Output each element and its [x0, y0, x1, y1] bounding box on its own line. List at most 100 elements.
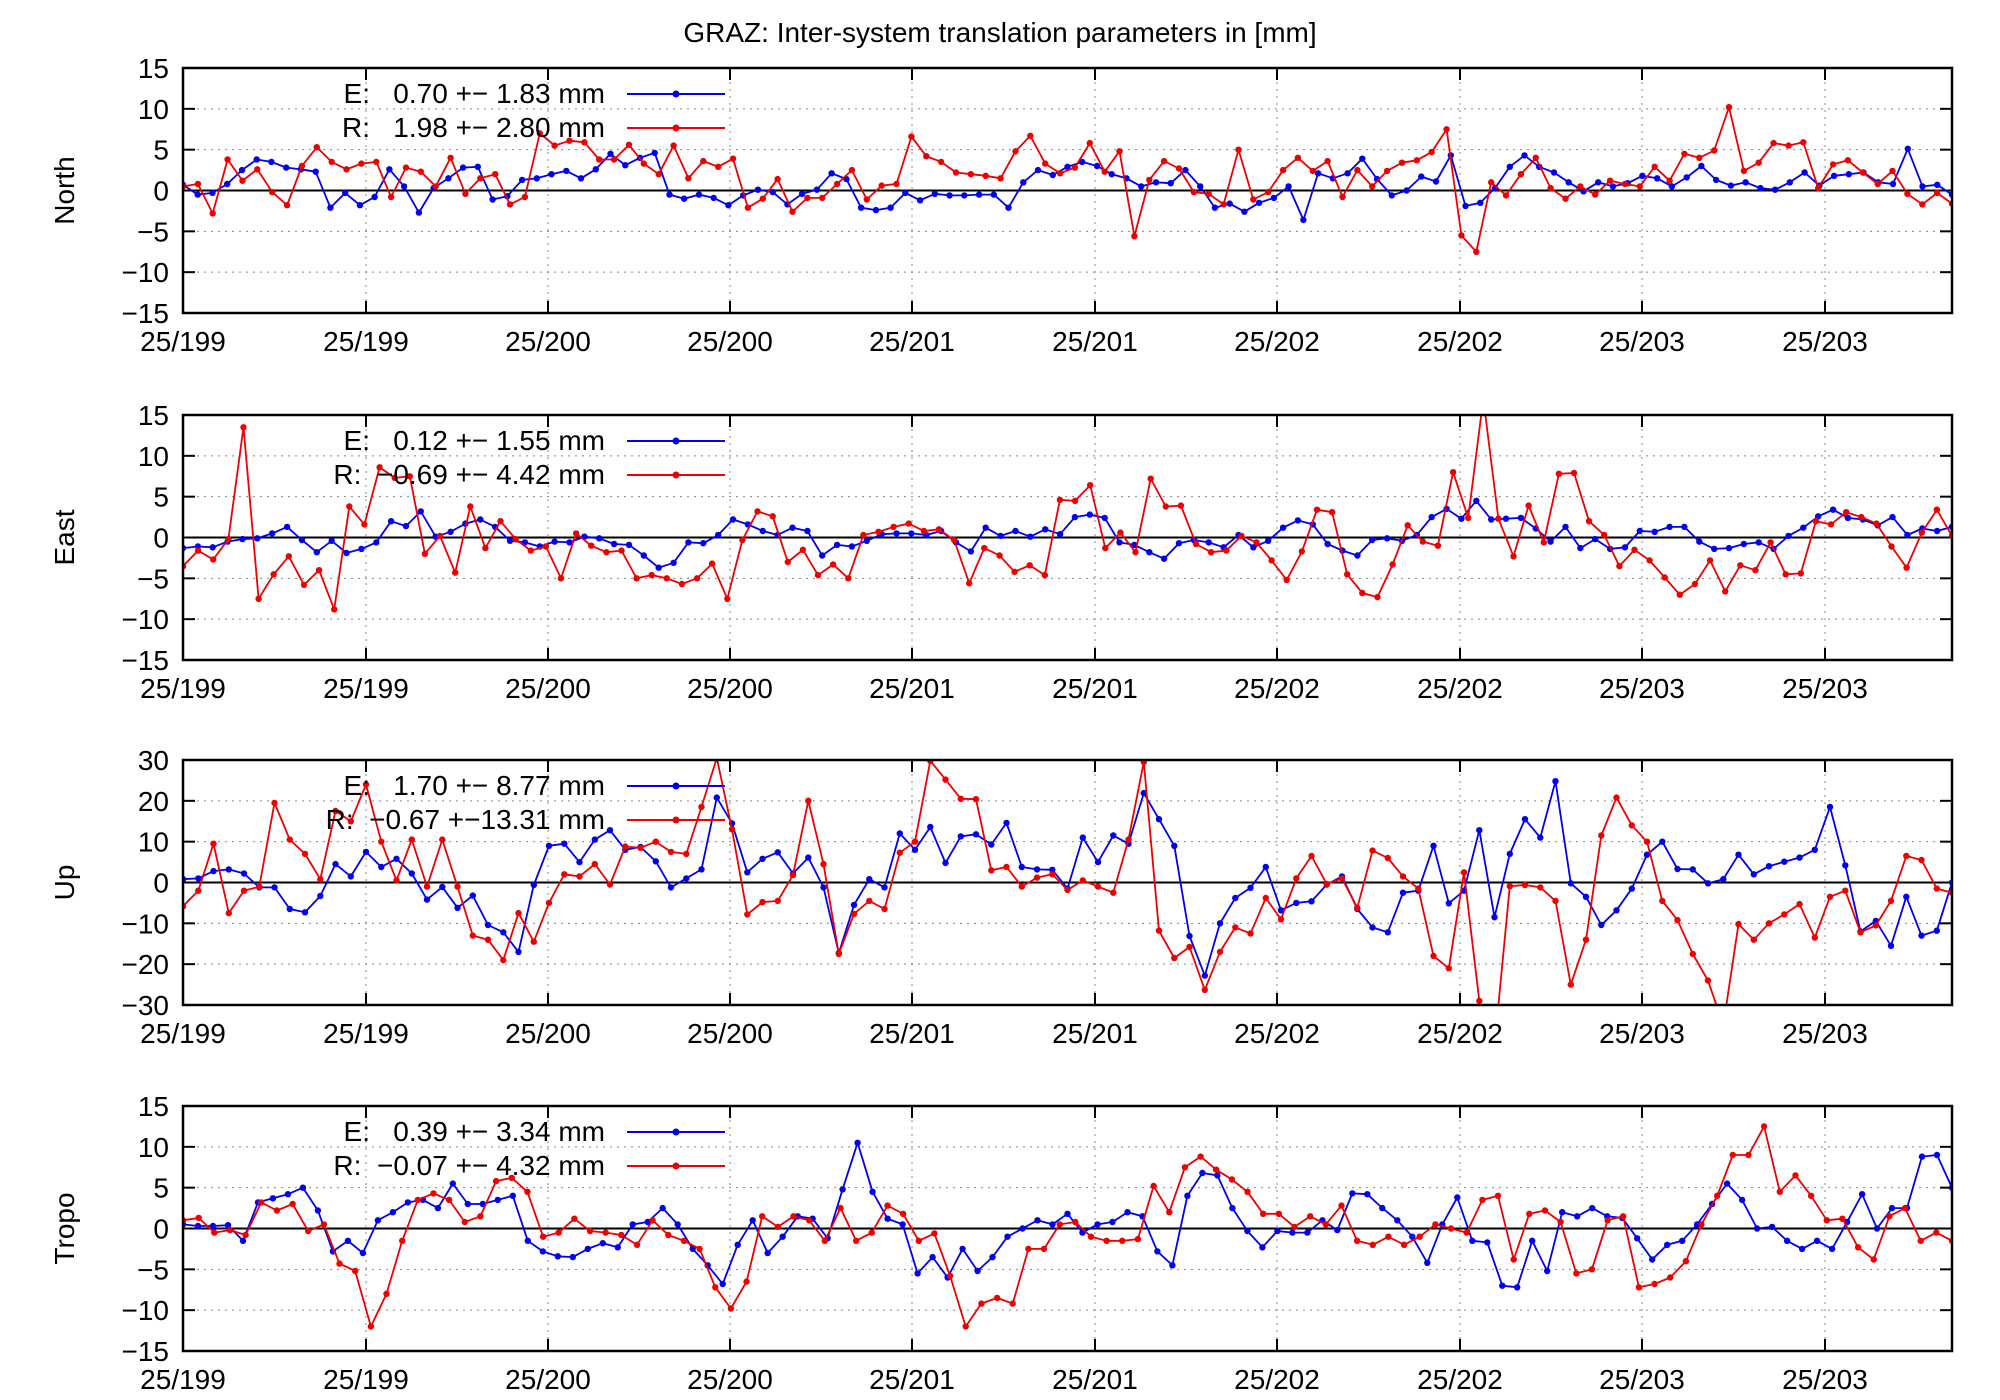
- data-point-R: [586, 1227, 594, 1235]
- plot-frame: [181, 1104, 1954, 1353]
- data-point-E: [1562, 523, 1569, 531]
- data-point-E: [988, 841, 995, 848]
- data-point-R: [447, 154, 454, 161]
- data-point-R: [935, 526, 943, 533]
- data-point-E: [655, 564, 662, 571]
- data-point-R: [1033, 874, 1041, 881]
- data-point-R: [1760, 1123, 1768, 1130]
- data-point-E: [1314, 170, 1322, 177]
- data-point-R: [1146, 176, 1153, 184]
- data-point-R: [1588, 1266, 1596, 1273]
- data-point-R: [759, 898, 766, 906]
- data-point-R: [551, 142, 558, 149]
- data-point-R: [270, 571, 277, 578]
- data-point-E: [1216, 920, 1224, 927]
- data-point-R: [1449, 469, 1457, 476]
- data-point-R: [875, 528, 882, 535]
- data-point-R: [298, 162, 306, 170]
- data-point-E: [1383, 535, 1391, 542]
- data-point-R: [469, 932, 476, 939]
- data-point-R: [754, 508, 761, 515]
- data-point-R: [1510, 1256, 1517, 1263]
- data-point-E: [1595, 179, 1602, 186]
- data-point-E: [1679, 1237, 1686, 1245]
- data-point-E: [1830, 172, 1838, 179]
- data-point-R: [1811, 934, 1819, 941]
- data-point-E: [1813, 1237, 1821, 1245]
- data-point-R: [417, 168, 424, 175]
- data-point-R: [255, 595, 262, 602]
- data-point-E: [1124, 1209, 1131, 1216]
- x-tick-label: 25/200: [687, 326, 773, 357]
- data-point-E: [1674, 865, 1681, 873]
- data-point-E: [224, 1222, 232, 1229]
- data-point-R: [853, 1237, 860, 1245]
- data-point-E: [1499, 1282, 1506, 1289]
- data-point-E: [1232, 894, 1239, 902]
- data-point-E: [209, 1222, 217, 1230]
- x-tick-label: 25/200: [505, 326, 591, 357]
- data-point-R: [1797, 570, 1805, 577]
- data-point-R: [937, 158, 945, 166]
- data-point-R: [1839, 1215, 1846, 1222]
- data-point-R: [258, 1199, 265, 1206]
- data-point-R: [685, 175, 692, 182]
- data-point-R: [591, 860, 598, 868]
- data-point-E: [1537, 834, 1544, 841]
- data-point-R: [572, 530, 580, 537]
- x-tick-label: 25/199: [323, 1364, 409, 1395]
- data-point-E: [1169, 1262, 1176, 1269]
- data-point-E: [1244, 1227, 1251, 1235]
- data-point-R: [1131, 233, 1138, 240]
- x-tick-label: 25/199: [323, 326, 409, 357]
- data-point-R: [1681, 150, 1688, 157]
- data-point-R: [1399, 873, 1407, 880]
- data-point-E: [974, 1267, 981, 1275]
- data-point-R: [829, 561, 837, 568]
- data-point-E: [1229, 1204, 1236, 1212]
- data-point-E: [194, 1222, 202, 1230]
- data-point-E: [1388, 192, 1396, 199]
- data-point-R: [1767, 539, 1774, 546]
- data-point-R: [347, 818, 354, 825]
- data-point-E: [1654, 175, 1661, 182]
- data-point-E: [1432, 178, 1440, 185]
- data-point-R: [1722, 588, 1729, 595]
- data-point-R: [1750, 936, 1758, 943]
- data-point-R: [492, 1177, 500, 1185]
- data-point-E: [489, 196, 496, 203]
- data-point-R: [715, 163, 722, 170]
- data-point-R: [1857, 929, 1864, 936]
- x-tick-label: 25/203: [1599, 673, 1685, 704]
- y-tick-label: −30: [122, 990, 170, 1021]
- data-point-E: [439, 883, 446, 891]
- data-point-R: [1676, 591, 1684, 598]
- x-tick-label: 25/200: [505, 673, 591, 704]
- data-point-R: [649, 1217, 656, 1224]
- x-tick-label: 25/201: [869, 326, 955, 357]
- data-point-E: [1517, 514, 1525, 522]
- data-point-R: [1155, 927, 1163, 934]
- data-point-R: [387, 193, 395, 201]
- data-point-R: [1207, 549, 1215, 556]
- data-point-E: [866, 876, 873, 883]
- data-point-E: [423, 896, 431, 903]
- data-point-E: [1693, 1221, 1701, 1228]
- data-point-R: [1012, 148, 1019, 155]
- data-point-R: [209, 210, 216, 217]
- data-point-E: [312, 168, 319, 175]
- data-point-R: [1071, 497, 1079, 504]
- data-point-E: [961, 192, 968, 199]
- data-point-E: [754, 186, 762, 193]
- data-point-E: [1904, 531, 1911, 539]
- data-point-R: [1011, 568, 1018, 575]
- data-point-R: [1826, 893, 1834, 900]
- data-point-R: [1785, 142, 1792, 149]
- data-point-E: [1577, 544, 1584, 552]
- data-point-R: [982, 172, 989, 179]
- data-point-R: [328, 158, 335, 166]
- data-point-R: [728, 826, 736, 833]
- data-point-E: [1491, 914, 1498, 921]
- data-point-R: [1661, 574, 1668, 581]
- data-point-E: [1842, 862, 1849, 869]
